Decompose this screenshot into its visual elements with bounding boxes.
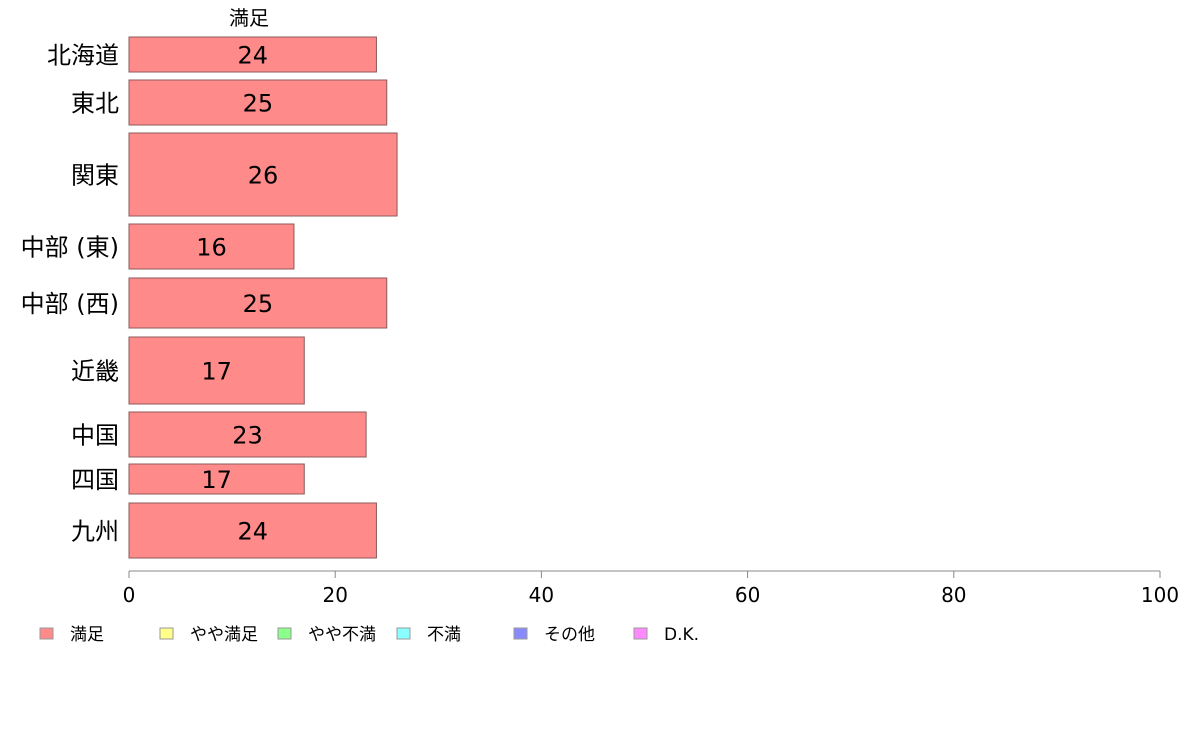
bar bbox=[128, 223, 295, 270]
legend-swatch bbox=[277, 627, 292, 640]
bars-group bbox=[128, 36, 398, 559]
value-label: 25 bbox=[243, 90, 274, 118]
legend-swatch bbox=[396, 627, 411, 640]
x-tick-label: 40 bbox=[529, 583, 554, 607]
category-label: 近畿 bbox=[71, 358, 119, 386]
value-label: 17 bbox=[201, 466, 232, 494]
x-tick-label: 80 bbox=[941, 583, 966, 607]
legend-swatch bbox=[513, 627, 528, 640]
legend-label: D.K. bbox=[664, 625, 699, 645]
bar bbox=[128, 277, 388, 329]
legend-swatch bbox=[633, 627, 648, 640]
category-label: 九州 bbox=[71, 518, 119, 546]
bar bbox=[128, 132, 398, 217]
value-label: 23 bbox=[232, 422, 263, 450]
bar bbox=[128, 463, 305, 495]
value-label: 25 bbox=[243, 290, 274, 318]
x-tick-label: 60 bbox=[735, 583, 760, 607]
legend-label: その他 bbox=[544, 625, 595, 645]
value-label: 26 bbox=[248, 162, 279, 190]
x-tick-label: 100 bbox=[1141, 583, 1179, 607]
category-label: 中部 (西) bbox=[21, 290, 119, 318]
category-label: 四国 bbox=[71, 466, 119, 494]
legend-label: 満足 bbox=[70, 625, 104, 645]
legend-label: やや不満 bbox=[308, 625, 376, 645]
bar bbox=[128, 336, 305, 405]
category-label: 中部 (東) bbox=[21, 234, 119, 262]
x-tick-label: 20 bbox=[322, 583, 347, 607]
value-label: 24 bbox=[237, 42, 268, 70]
legend: 満足 やや満足 やや不満 不満 その他 D.K. bbox=[39, 625, 699, 645]
legend-swatch bbox=[159, 627, 174, 640]
column-label: 満足 bbox=[229, 6, 269, 30]
value-label: 24 bbox=[237, 518, 268, 546]
bar bbox=[128, 411, 367, 458]
category-label: 中国 bbox=[71, 422, 119, 450]
legend-label: 不満 bbox=[427, 625, 461, 645]
legend-label: やや満足 bbox=[190, 625, 258, 645]
bar bbox=[128, 79, 388, 126]
category-label: 関東 bbox=[71, 162, 119, 190]
value-label: 17 bbox=[201, 358, 232, 386]
legend-swatch bbox=[39, 627, 54, 640]
value-label: 16 bbox=[196, 234, 227, 262]
bar bbox=[128, 36, 377, 73]
x-axis: 0 20 40 60 80 100 bbox=[123, 570, 1179, 607]
x-tick-label: 0 bbox=[123, 583, 136, 607]
bar bbox=[128, 502, 377, 559]
category-label: 東北 bbox=[71, 90, 119, 118]
category-label: 北海道 bbox=[47, 42, 119, 70]
